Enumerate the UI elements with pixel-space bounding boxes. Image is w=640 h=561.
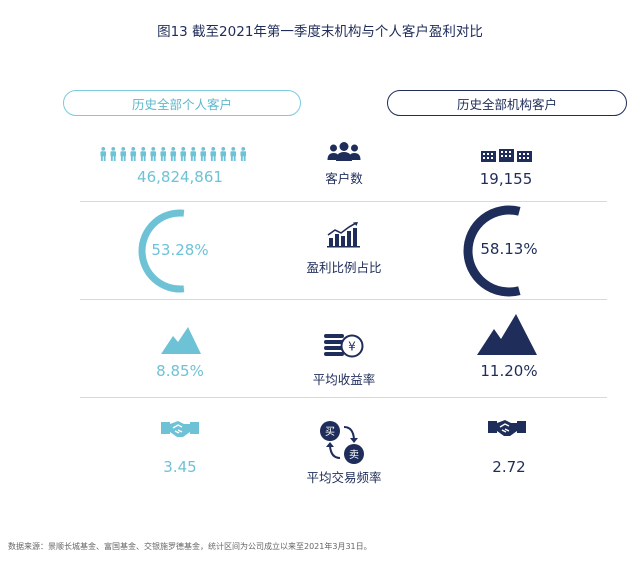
row-label-profit-ratio: 盈利比例占比 xyxy=(306,260,382,275)
small-mountain-icon xyxy=(161,327,201,354)
individual-profit-ring xyxy=(138,209,185,293)
row-label-average-return: 平均收益率 xyxy=(312,372,376,387)
institution-profit-ring xyxy=(463,205,521,297)
buy-glyph: 买 xyxy=(325,427,335,438)
person-icon xyxy=(160,147,167,161)
person-icon xyxy=(210,147,217,161)
large-mountain-icon xyxy=(477,314,537,355)
row-divider xyxy=(80,201,607,202)
person-icon xyxy=(100,147,107,161)
individual-trading-frequency: 3.45 xyxy=(163,458,197,476)
rising-bar-chart-icon xyxy=(327,222,360,248)
person-icon xyxy=(170,147,177,161)
individual-header-pill: 历史全部个人客户 xyxy=(63,90,301,116)
institution-customer-count: 19,155 xyxy=(479,170,533,188)
person-icon xyxy=(230,147,237,161)
person-icon xyxy=(180,147,187,161)
people-group-icon xyxy=(327,142,361,161)
person-icon xyxy=(190,147,197,161)
handshake-icon xyxy=(488,420,526,436)
row-label-trading-frequency: 平均交易频率 xyxy=(306,470,382,485)
person-icon xyxy=(220,147,227,161)
person-icon xyxy=(150,147,157,161)
data-source-footnote: 数据来源：景顺长城基金、富国基金、交银施罗德基金，统计区间为公司成立以来至202… xyxy=(8,542,372,551)
person-icon xyxy=(140,147,147,161)
people-row-icon xyxy=(99,147,248,161)
person-icon xyxy=(110,147,117,161)
handshake-icon xyxy=(161,421,199,437)
institution-header-pill: 历史全部机构客户 xyxy=(387,90,627,116)
person-icon xyxy=(240,147,247,161)
person-icon xyxy=(130,147,137,161)
institution-average-return: 11.20% xyxy=(480,362,538,380)
institution-profit-ratio: 58.13% xyxy=(480,240,538,258)
buildings-icon xyxy=(481,149,532,162)
institution-trading-frequency: 2.72 xyxy=(492,458,526,476)
individual-average-return: 8.85% xyxy=(156,362,204,380)
row-divider xyxy=(80,299,607,300)
sell-glyph: 卖 xyxy=(349,450,359,461)
individual-profit-ratio: 53.28% xyxy=(151,241,209,259)
buy-sell-exchange-icon: 买 卖 xyxy=(320,420,370,466)
coin-stack-yen-icon: ¥ xyxy=(324,334,364,358)
person-icon xyxy=(200,147,207,161)
person-icon xyxy=(120,147,127,161)
row-label-customers: 客户数 xyxy=(325,171,363,186)
individual-customer-count: 46,824,861 xyxy=(137,168,223,186)
svg-text:¥: ¥ xyxy=(348,340,356,354)
row-divider xyxy=(80,397,607,398)
figure-title: 图13 截至2021年第一季度末机构与个人客户盈利对比 xyxy=(157,24,483,40)
